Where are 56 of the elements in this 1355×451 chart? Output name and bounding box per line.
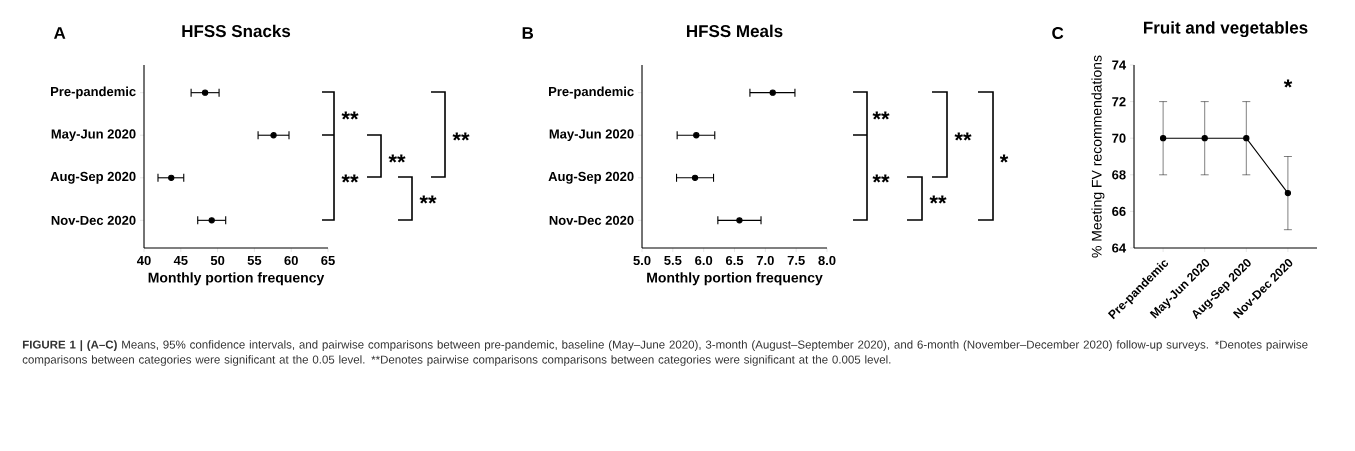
x-axis-title: Monthly portion frequency bbox=[647, 272, 823, 286]
text: ** bbox=[341, 174, 359, 183]
x-tick-label: 8.0 bbox=[818, 255, 836, 266]
text: ** bbox=[872, 111, 890, 120]
chart-title: HFSS Meals bbox=[686, 24, 783, 38]
chart-title: HFSS Snacks bbox=[182, 24, 291, 38]
point bbox=[691, 174, 699, 181]
text: A bbox=[53, 27, 66, 39]
text: ** bbox=[419, 195, 437, 204]
point bbox=[769, 89, 776, 96]
x-tick-label: 45 bbox=[173, 255, 188, 265]
point bbox=[208, 217, 215, 224]
point bbox=[736, 217, 743, 224]
y-tick-label: Nov-Dec 2020 bbox=[51, 215, 136, 225]
x-tick-label: 5.0 bbox=[633, 255, 651, 266]
x-tick-label: 5.5 bbox=[664, 255, 682, 265]
point bbox=[168, 174, 175, 181]
point bbox=[201, 89, 209, 96]
text: * bbox=[999, 154, 1009, 163]
y-tick-label: 64 bbox=[1112, 243, 1127, 253]
y-tick-label: May-Jun 2020 bbox=[549, 129, 634, 142]
y-tick-label: Pre-pandemic bbox=[51, 86, 136, 99]
chart-title: Fruit and vegetables bbox=[1143, 21, 1308, 38]
text: ** bbox=[929, 195, 947, 204]
point bbox=[693, 132, 700, 139]
x-tick-label: 55 bbox=[247, 255, 262, 265]
y-tick-label: 74 bbox=[1112, 60, 1127, 70]
y-tick-label: Nov-Dec 2020 bbox=[549, 215, 634, 225]
y-tick-label: May-Jun 2020 bbox=[51, 129, 136, 142]
x-tick-label: 7.5 bbox=[787, 255, 805, 265]
y-tick-label: Aug-Sep 2020 bbox=[548, 171, 634, 184]
x-tick-label: 6.5 bbox=[725, 255, 744, 266]
annotation: * bbox=[1283, 79, 1293, 88]
text: C bbox=[1052, 26, 1064, 40]
y-tick-label: Aug-Sep 2020 bbox=[50, 171, 136, 184]
x-tick-label: 50 bbox=[210, 255, 225, 266]
text: B bbox=[522, 27, 534, 39]
x-tick-label: 65 bbox=[321, 255, 335, 266]
text: ** bbox=[954, 132, 972, 141]
y-tick-label: Pre-pandemic bbox=[549, 86, 634, 99]
text: ** bbox=[341, 111, 359, 120]
y-tick-label: 66 bbox=[1112, 206, 1126, 216]
y-tick-label: 68 bbox=[1112, 170, 1126, 180]
text: ** bbox=[388, 154, 406, 163]
text: ** bbox=[452, 132, 470, 141]
x-tick-label: 60 bbox=[284, 255, 298, 266]
y-tick-label: 72 bbox=[1112, 97, 1126, 107]
text: ** bbox=[872, 174, 890, 183]
text: FIGURE 1 | (A–C) Means, 95% confidence intervals, and pairwise comparisons between pre-pandemic, baseline (May–June 2020), 3-month (August–September 2020), and 6-month (November–December 2020) follow-up surveys. *Denotes pairwise comparisons between categories were significant at the 0.05 level. **Denotes pairwise comparisons comparisons between categories were significant at the 0.005 level. bbox=[22, 340, 1308, 366]
x-axis-title: Monthly portion frequency bbox=[148, 272, 325, 286]
x-tick-label: 40 bbox=[136, 255, 151, 266]
x-tick-label: 7.0 bbox=[756, 255, 774, 266]
point bbox=[270, 132, 277, 139]
x-tick-label: 6.0 bbox=[695, 255, 713, 266]
y-axis-title: % Meeting FV recommendations bbox=[1091, 55, 1105, 258]
y-tick-label: 70 bbox=[1112, 133, 1126, 143]
